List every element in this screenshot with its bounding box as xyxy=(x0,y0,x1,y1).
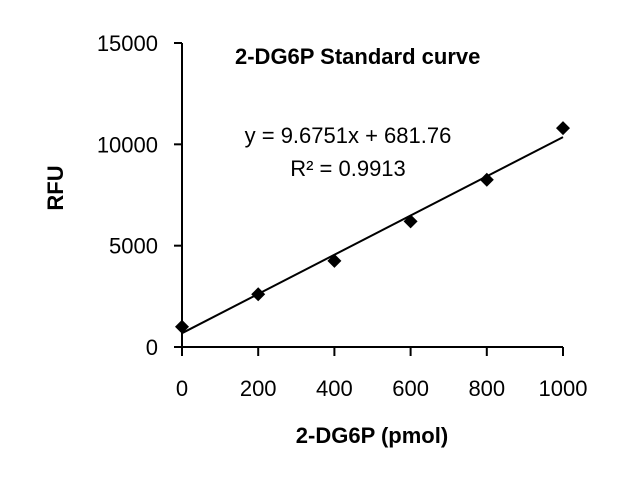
x-tick-label: 1000 xyxy=(539,376,588,401)
data-point-diamond xyxy=(403,214,418,229)
x-tick-label: 800 xyxy=(468,376,505,401)
trendline-equation: y = 9.6751x + 681.76 xyxy=(245,123,452,148)
axes xyxy=(181,43,563,348)
x-tick-label: 0 xyxy=(176,376,188,401)
x-tick-label: 400 xyxy=(316,376,353,401)
data-point-diamond xyxy=(327,253,342,268)
data-point-diamond xyxy=(175,319,189,334)
data-point-diamond xyxy=(479,172,494,187)
x-tick-label: 600 xyxy=(392,376,429,401)
x-axis-title: 2-DG6P (pmol) xyxy=(296,423,448,448)
trendline xyxy=(181,136,564,335)
x-tick-label: 200 xyxy=(240,376,277,401)
y-tick-label: 0 xyxy=(146,335,158,360)
y-axis-title: RFU xyxy=(43,165,68,210)
data-points xyxy=(175,121,570,334)
trendline-group xyxy=(181,136,564,335)
y-tick-label: 10000 xyxy=(97,132,158,157)
chart-title: 2-DG6P Standard curve xyxy=(235,44,480,69)
data-point-diamond xyxy=(251,287,266,302)
data-point-diamond xyxy=(556,121,570,136)
x-axis-ticks: 0 200 400 600 800 1000 xyxy=(176,347,588,401)
y-axis-ticks: 0 5000 10000 15000 xyxy=(97,31,182,360)
y-tick-label: 15000 xyxy=(97,31,158,56)
y-tick-label: 5000 xyxy=(109,234,158,259)
r-squared-label: R² = 0.9913 xyxy=(290,156,406,181)
